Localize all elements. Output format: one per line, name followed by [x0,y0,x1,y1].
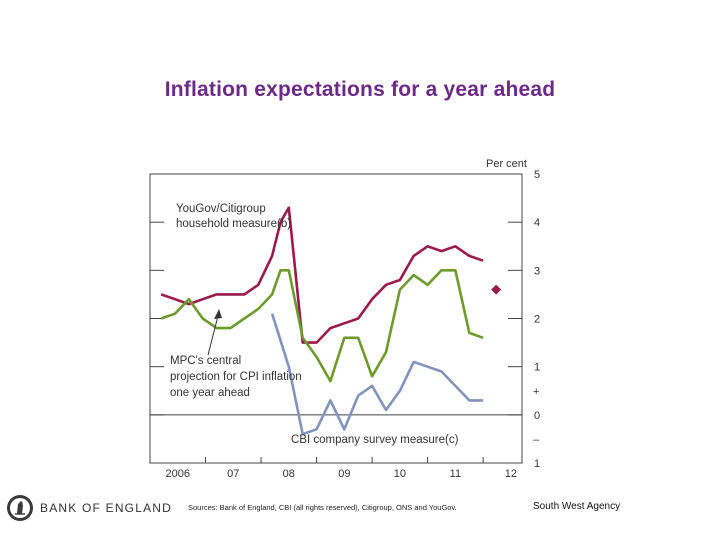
x-tick-label: 09 [338,468,350,480]
marker-latest-projection [491,284,502,295]
y-axis-title: Per cent [486,158,527,170]
y-tick-label: 1 [534,362,540,374]
series-line-yougov [160,206,484,344]
annotation-mpc-line2: projection for CPI inflation [170,371,302,383]
series-line-mpc [160,268,484,383]
x-tick-label: 10 [394,468,406,480]
x-tick-label: 12 [505,468,517,480]
x-tick-label: 07 [227,468,239,480]
sources-note: Sources: Bank of England, CBI (all right… [188,503,457,512]
agency-label: South West Agency [533,501,621,512]
bank-name: BANK OF ENGLAND [40,501,173,515]
annotation-yougov-line2: household measure(b) [176,218,291,230]
y-sign-label: – [533,434,540,446]
annotation-yougov-line1: YouGov/Citigroup [176,203,266,215]
series-line-cbi [270,313,484,436]
annotation-mpc-line1: MPC's central [170,355,241,367]
y-tick-label: 0 [534,410,540,422]
y-sign-label: + [533,386,539,398]
annotation-mpc-arrow [207,311,220,356]
x-tick-label: 11 [450,468,461,480]
slide-title: Inflation expectations for a year ahead [164,78,556,101]
x-tick-label: 08 [283,468,295,480]
annotation-cbi: CBI company survey measure(c) [291,434,459,446]
y-tick-label: 4 [534,217,540,229]
y-tick-label: 3 [534,265,540,277]
x-tick-label: 2006 [166,468,190,480]
britannia-emblem-icon [7,495,33,521]
y-tick-label: 1 [534,458,540,470]
y-tick-label: 2 [534,314,540,326]
annotation-mpc-line3: one year ahead [170,387,250,399]
bank-of-england-logo: BANK OF ENGLAND [6,494,172,522]
annotation-mpc-arrowhead [214,309,222,319]
y-tick-label: 5 [534,169,540,181]
